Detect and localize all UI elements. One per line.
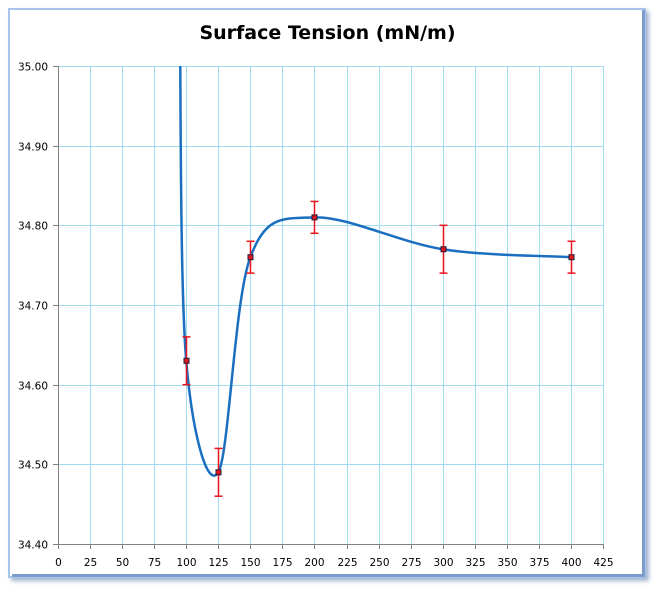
y-axis-tick-labels: 34.40 34.50 34.60 34.70 34.80 34.90 35.00 — [18, 62, 48, 552]
x-tick-label: 25 — [84, 557, 97, 569]
series-curve — [179, 66, 572, 477]
x-tick-label: 75 — [148, 557, 161, 569]
x-tick-label: 275 — [401, 557, 421, 569]
x-tick-label: 0 — [55, 557, 62, 569]
x-tick-label: 400 — [561, 557, 581, 569]
x-tick-label: 350 — [497, 557, 517, 569]
x-tick-label: 50 — [116, 557, 129, 569]
y-tick-label: 34.40 — [18, 540, 48, 552]
y-tick-label: 34.60 — [18, 381, 48, 393]
y-tick-label: 34.90 — [18, 142, 48, 154]
x-tick-label: 300 — [433, 557, 453, 569]
data-point-marker — [312, 215, 317, 220]
data-point-marker — [569, 255, 574, 260]
x-tick-label: 175 — [272, 557, 292, 569]
x-tick-label: 200 — [304, 557, 324, 569]
x-tick-label: 100 — [176, 557, 196, 569]
frame-shadow-bottom — [12, 574, 645, 577]
series-line — [179, 66, 572, 477]
gridlines — [58, 66, 604, 544]
x-tick-label: 125 — [208, 557, 228, 569]
x-axis-tick-labels: 0 25 50 75 100 125 150 175 200 225 250 275 300 325 350… — [55, 557, 613, 569]
frame-shadow-right — [642, 10, 645, 576]
data-point-marker — [184, 358, 189, 363]
y-tick-label: 34.50 — [18, 460, 48, 472]
x-tick-label: 325 — [465, 557, 485, 569]
x-tick-label: 150 — [240, 557, 260, 569]
data-point-marker — [441, 247, 446, 252]
x-tick-label: 225 — [337, 557, 357, 569]
axes — [53, 66, 604, 549]
y-tick-label: 34.70 — [18, 301, 48, 313]
y-tick-label: 34.80 — [18, 221, 48, 233]
data-markers — [183, 214, 575, 476]
data-point-marker — [216, 470, 221, 475]
x-tick-label: 250 — [369, 557, 389, 569]
x-tick-label: 425 — [593, 557, 613, 569]
y-tick-label: 35.00 — [18, 62, 48, 74]
chart-title: Surface Tension (mN/m) — [199, 22, 456, 44]
x-tick-label: 375 — [529, 557, 549, 569]
data-point-marker — [248, 255, 253, 260]
